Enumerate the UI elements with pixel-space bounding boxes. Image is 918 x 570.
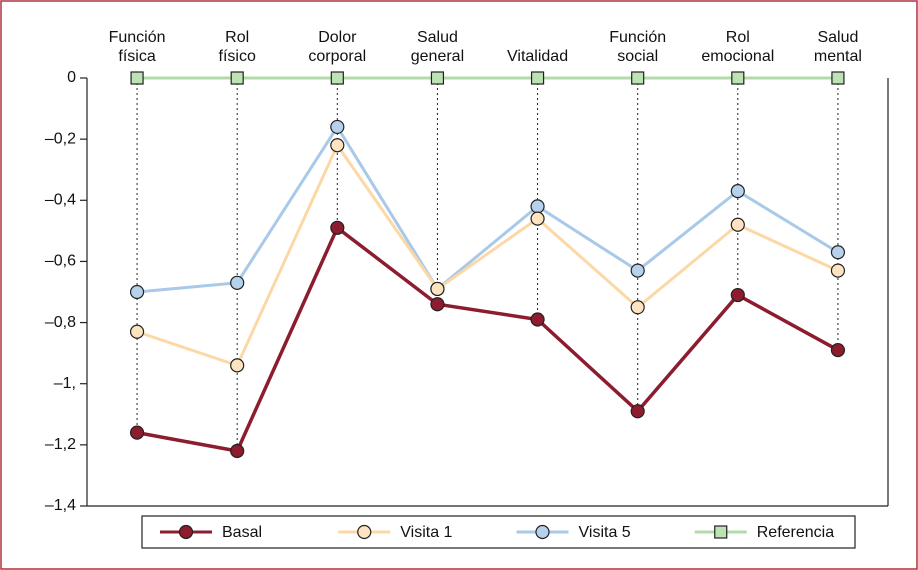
data-point	[230, 358, 245, 373]
series-line	[136, 124, 839, 294]
legend-label: Visita 1	[400, 524, 452, 541]
data-point	[330, 119, 345, 135]
x-tick-label: Función física	[109, 29, 166, 65]
legend-marker	[357, 524, 372, 540]
data-point	[230, 71, 244, 85]
x-tick-label: Salud mental	[814, 29, 862, 65]
legend-label: Visita 5	[579, 524, 631, 541]
legend-marker	[178, 524, 194, 540]
y-tick-label: 0	[67, 69, 76, 86]
data-point	[630, 404, 645, 419]
data-point	[330, 220, 345, 235]
y-tick-label: –1,4	[45, 497, 76, 514]
data-point	[129, 324, 145, 339]
data-point	[730, 217, 745, 232]
data-point	[730, 184, 745, 199]
y-tick-label: –1,	[54, 375, 76, 392]
data-point	[831, 71, 845, 85]
data-point	[830, 263, 846, 278]
data-point	[530, 199, 545, 214]
data-point	[330, 71, 344, 85]
data-point	[129, 425, 145, 440]
data-point	[130, 71, 144, 85]
data-point	[830, 245, 846, 260]
legend-label: Basal	[222, 524, 262, 541]
data-point	[630, 300, 645, 315]
data-point	[530, 71, 545, 85]
x-tick-label: Dolor corporal	[308, 29, 366, 65]
data-point	[430, 71, 445, 85]
data-point	[430, 281, 445, 297]
data-point	[530, 211, 545, 226]
data-point	[330, 138, 345, 153]
series-line	[136, 225, 839, 453]
data-point	[530, 312, 545, 327]
data-point	[731, 71, 745, 85]
y-tick-label: –1,2	[45, 436, 76, 453]
y-tick-label: –0,4	[45, 192, 76, 209]
legend-marker	[535, 524, 550, 540]
series-line	[136, 142, 839, 368]
y-tick-label: –0,6	[45, 253, 76, 270]
x-tick-label: Función social	[609, 29, 666, 65]
x-tick-label: Rol emocional	[701, 29, 774, 65]
legend-marker	[714, 525, 728, 539]
legend-label: Referencia	[757, 524, 834, 541]
data-point	[631, 71, 645, 85]
y-tick-label: –0,2	[45, 130, 76, 147]
data-point	[730, 287, 745, 303]
data-point	[830, 342, 846, 358]
data-point	[230, 443, 245, 459]
x-tick-label: Salud general	[411, 29, 464, 65]
data-point	[129, 284, 145, 300]
x-tick-label: Rol físico	[219, 29, 256, 65]
x-tick-label: Vitalidad	[507, 48, 568, 65]
data-point	[430, 297, 445, 312]
y-tick-label: –0,8	[45, 314, 76, 331]
data-point	[230, 275, 245, 290]
data-point	[630, 263, 645, 278]
